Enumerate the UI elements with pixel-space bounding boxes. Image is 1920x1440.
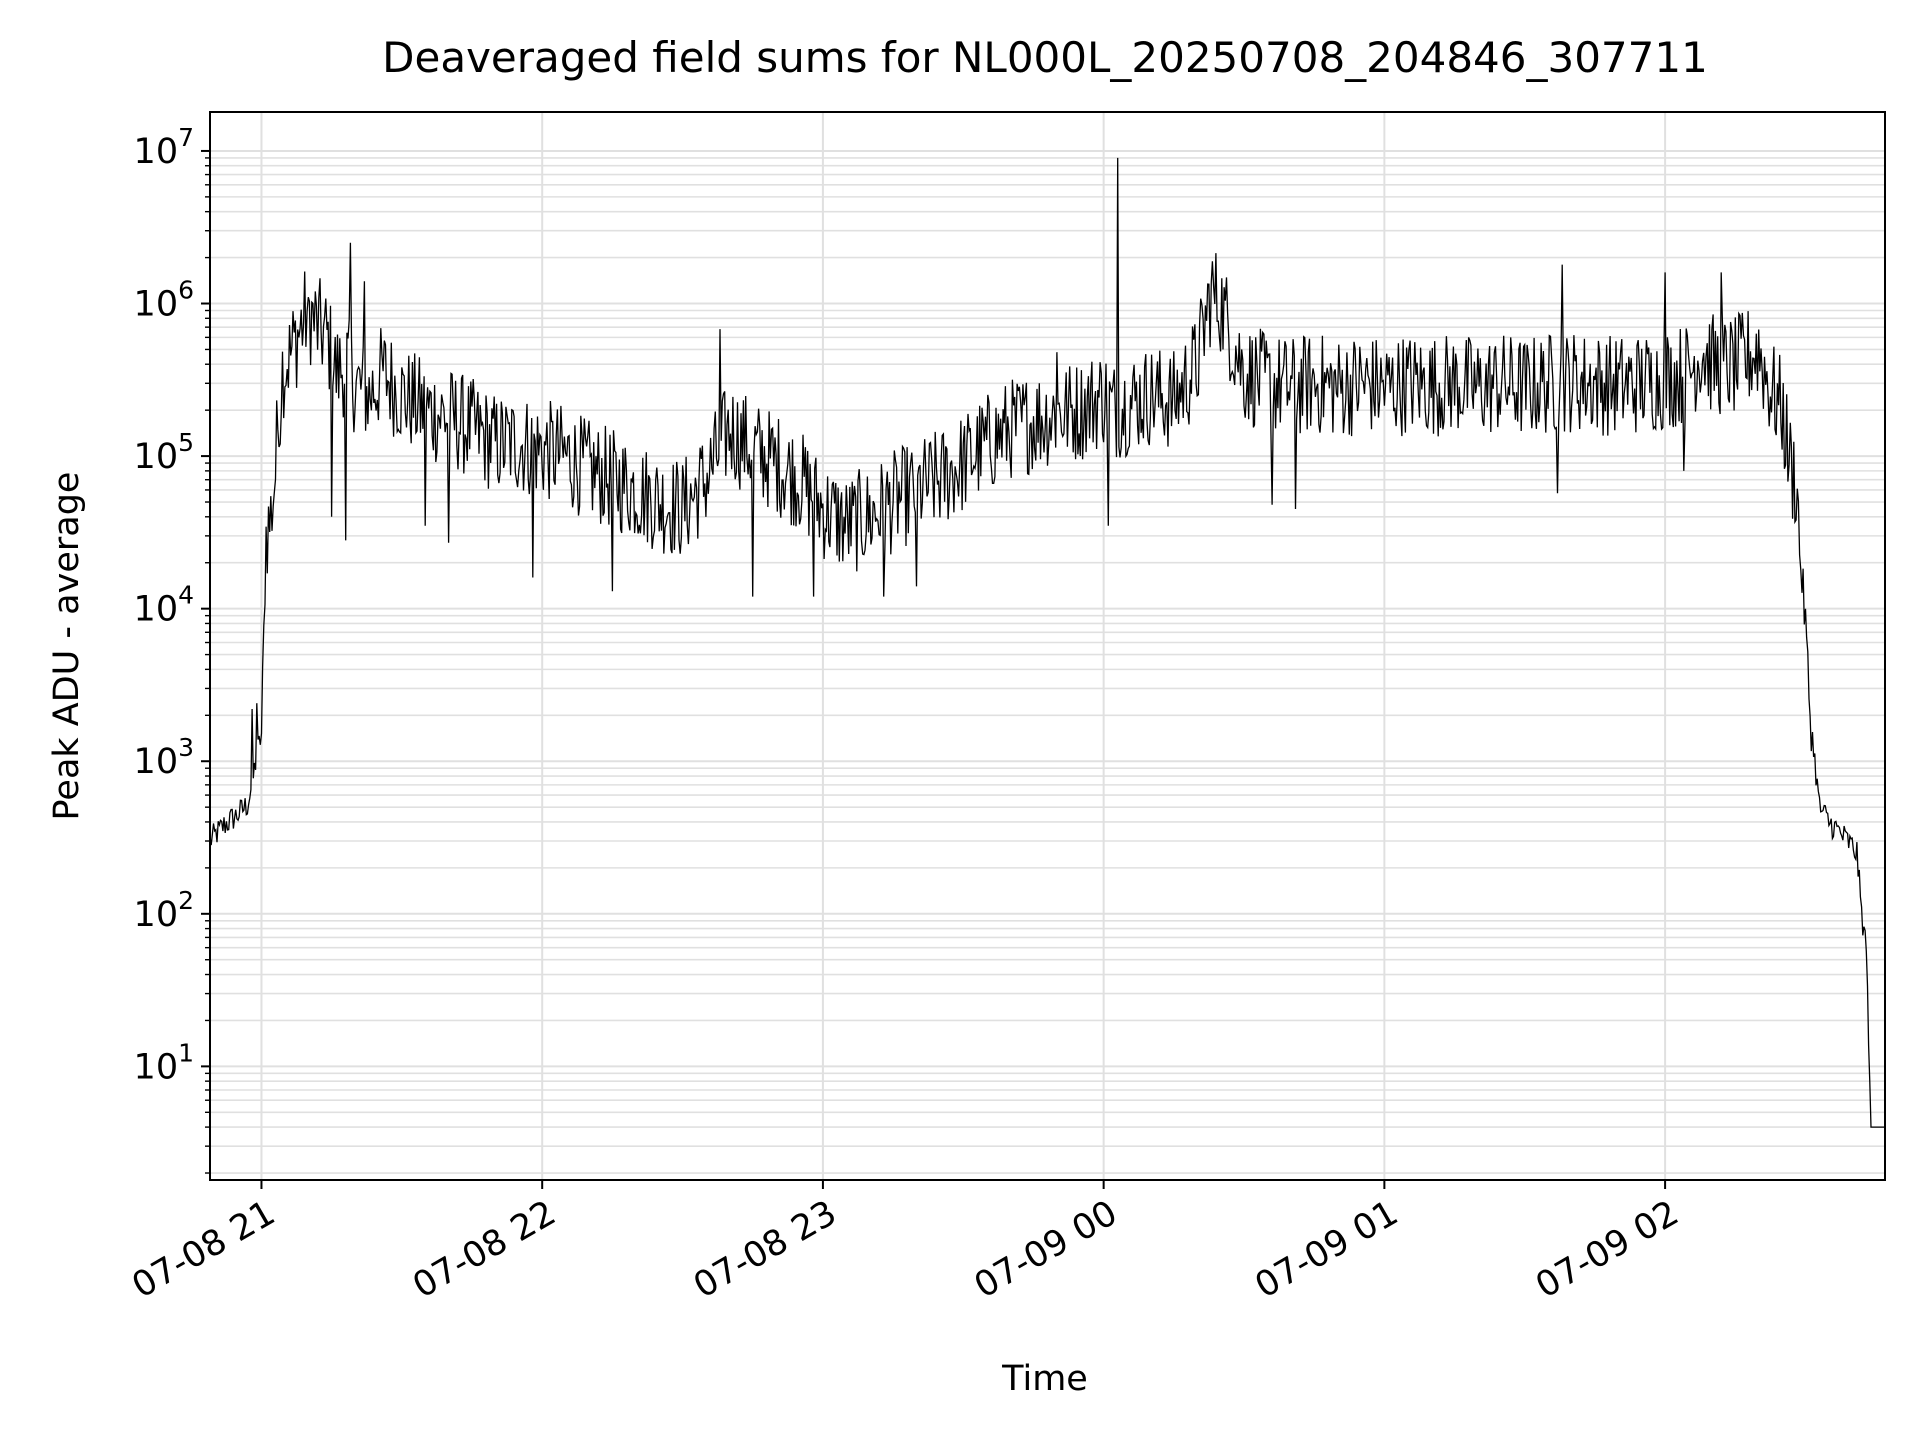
y-axis-label: Peak ADU - average xyxy=(47,472,87,821)
y-tick-exponent: 4 xyxy=(178,581,194,610)
y-tick-label: 101 xyxy=(134,1038,194,1087)
x-axis-label: Time xyxy=(1001,1359,1088,1399)
grid xyxy=(210,112,1885,1180)
y-tick-base: 10 xyxy=(134,285,179,325)
data-series-line xyxy=(209,157,1885,1128)
y-tick-label: 106 xyxy=(134,276,194,325)
y-tick-exponent: 5 xyxy=(178,428,194,457)
y-tick-label: 102 xyxy=(134,886,194,935)
y-tick-base: 10 xyxy=(134,437,179,477)
plot-frame xyxy=(209,111,1886,1181)
chart-title: Deaveraged field sums for NL000L_2025070… xyxy=(382,33,1708,82)
y-tick-label: 105 xyxy=(134,428,194,477)
y-tick-base: 10 xyxy=(134,590,179,630)
y-tick-exponent: 6 xyxy=(178,276,194,305)
y-tick-exponent: 1 xyxy=(178,1038,194,1067)
y-tick-exponent: 2 xyxy=(178,886,194,915)
y-tick-label: 104 xyxy=(134,581,194,630)
y-tick-exponent: 7 xyxy=(178,123,194,152)
plot-area xyxy=(209,157,1885,1128)
y-tick-base: 10 xyxy=(134,1047,179,1087)
y-tick-base: 10 xyxy=(134,132,179,172)
y-tick-base: 10 xyxy=(134,742,179,782)
y-tick-exponent: 3 xyxy=(178,733,194,762)
y-tick-label: 107 xyxy=(134,123,194,172)
y-tick-label: 103 xyxy=(134,733,194,782)
y-tick-base: 10 xyxy=(134,895,179,935)
